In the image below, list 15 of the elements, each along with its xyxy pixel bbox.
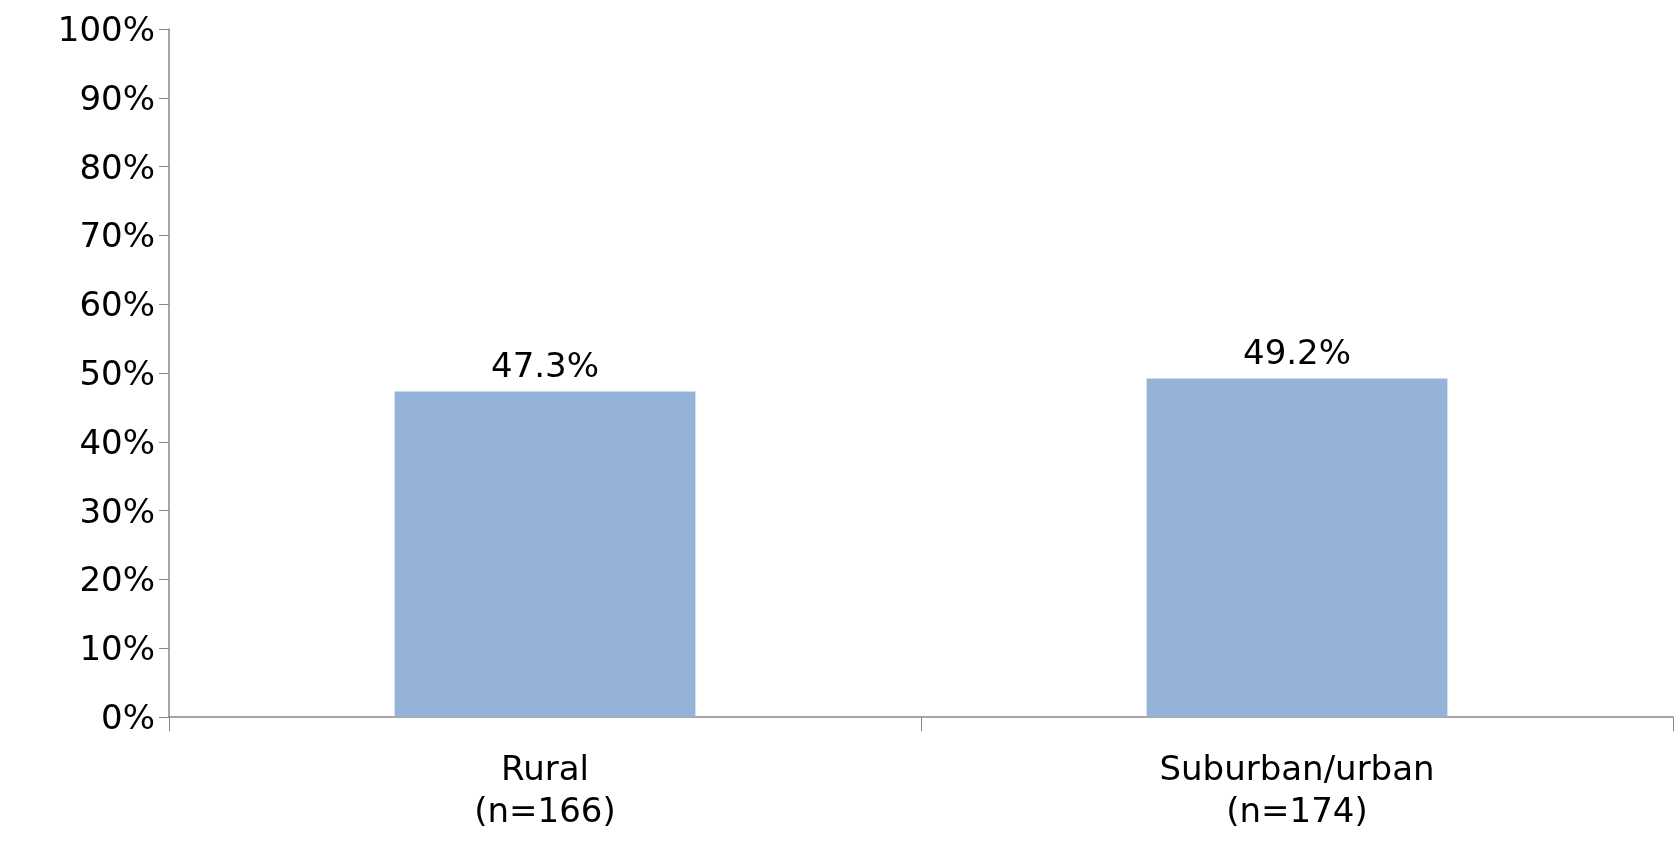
- x-tick-label: Suburban/urban (n=174): [1159, 748, 1435, 830]
- data-label: 49.2%: [1242, 331, 1352, 372]
- y-tick-label: 70%: [79, 215, 155, 256]
- x-tick-label: Rural (n=166): [474, 748, 616, 830]
- y-tick-label: 60%: [79, 284, 155, 325]
- y-tick-label: 90%: [79, 77, 155, 118]
- data-label: 47.3%: [490, 344, 600, 385]
- y-tick-label: 30%: [79, 490, 155, 531]
- y-tick-label: 20%: [79, 559, 155, 600]
- y-tick-label: 80%: [79, 146, 155, 187]
- y-tick-label: 50%: [79, 353, 155, 393]
- y-tick-label: 10%: [79, 628, 155, 669]
- y-tick-label: 40%: [79, 421, 155, 462]
- y-tick-label: 100%: [57, 9, 155, 49]
- y-tick-label: 0%: [101, 697, 155, 737]
